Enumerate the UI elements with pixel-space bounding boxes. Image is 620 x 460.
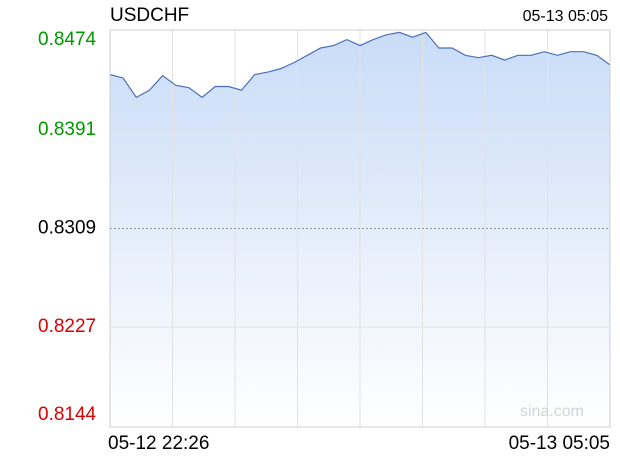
x-tick-label: 05-13 05:05 [509,433,610,454]
watermark: sina.com [520,403,584,420]
y-tick-label: 0.8144 [38,404,97,425]
x-tick-label: 05-12 22:26 [108,433,209,454]
y-tick-label: 0.8227 [38,316,96,337]
plot-frame [109,29,611,428]
y-tick-label: 0.8391 [38,119,96,140]
timestamp: 05-13 05:05 [523,8,609,25]
y-tick-label: 0.8309 [38,218,96,239]
chart-title: USDCHF [110,5,189,26]
y-tick-label: 0.8474 [38,29,97,50]
line [109,31,611,99]
